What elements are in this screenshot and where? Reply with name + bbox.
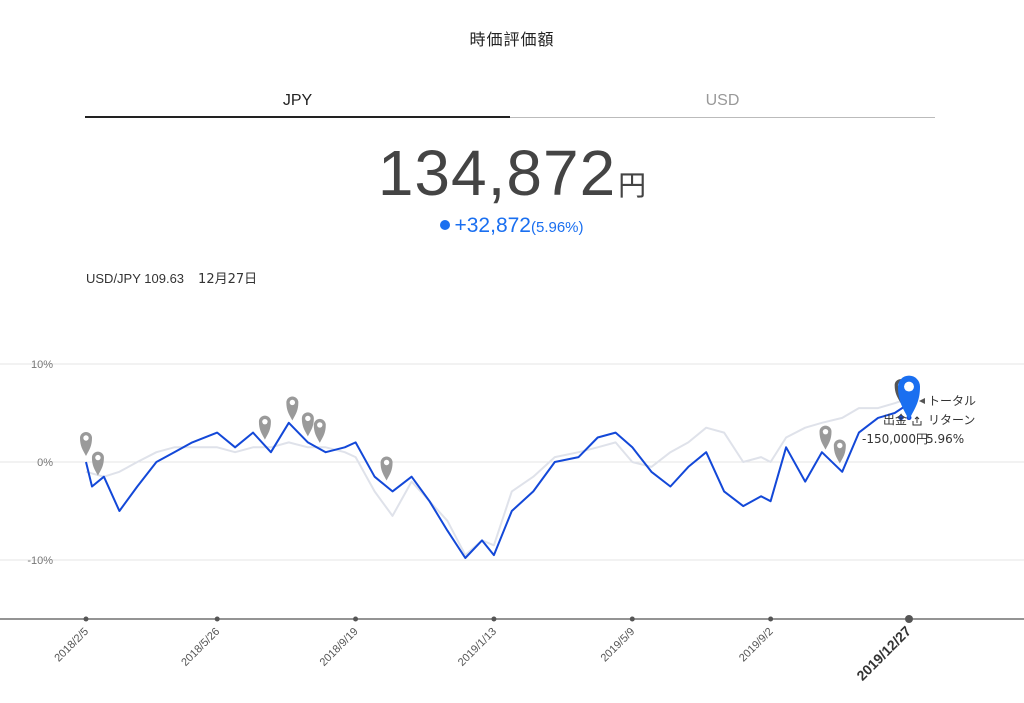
valuation-unit: 円 (618, 169, 647, 202)
total-return-label-1: トータル (928, 394, 976, 408)
x-tick-label: 2018/2/5 (52, 626, 91, 665)
event-marker-icon[interactable] (833, 439, 846, 464)
x-tick-label: 2019/1/13 (456, 626, 499, 669)
valuation-display: 134,872円 (0, 136, 1024, 210)
event-marker-icon[interactable] (380, 456, 393, 481)
change-percent: (5.96%) (530, 219, 584, 236)
pointer-triangle-icon (919, 398, 925, 404)
x-tick-dot (353, 616, 359, 622)
event-marker-icon[interactable] (819, 425, 832, 450)
x-tick-label: 2019/9/2 (737, 626, 776, 665)
page-title: 時価評価額 (469, 30, 555, 49)
fx-rate-date: 12月27日 (198, 272, 258, 287)
y-tick-label: 10% (31, 359, 53, 371)
x-tick-label: 2019/12/27 (853, 623, 914, 684)
x-tick-dot (491, 616, 497, 622)
tab-usd[interactable]: USD (510, 88, 935, 118)
fx-rate-value: USD/JPY 109.63 (86, 271, 185, 286)
x-tick-label: 2018/5/26 (179, 626, 222, 669)
event-marker-icon[interactable] (258, 415, 271, 440)
withdrawal-value: -150,000円 (862, 432, 928, 446)
chart-annotations: トータル 出金 リターン -150,000円 5.96% (862, 394, 976, 446)
benchmark-line (85, 397, 910, 557)
withdrawal-label: 出金 (883, 412, 907, 427)
total-return-label-2: リターン (928, 413, 975, 427)
x-tick-dot (905, 615, 913, 623)
chart-grid: 10% 0% -10% (0, 359, 1024, 567)
chart-x-axis: 2018/2/5 2018/5/26 2018/9/19 2019/1/13 2019/… (0, 615, 1024, 684)
x-tick-label: 2019/5/9 (599, 626, 638, 665)
change-amount: +32,872 (454, 214, 531, 237)
x-tick-label: 2018/9/19 (318, 626, 361, 669)
fx-rate: USD/JPY 109.63 12月27日 (86, 268, 271, 287)
x-tick-dot (83, 616, 89, 622)
event-marker-icon[interactable] (301, 412, 314, 437)
current-location-marker-icon[interactable] (898, 375, 920, 420)
tab-jpy[interactable]: JPY (85, 88, 510, 118)
valuation-change: +32,872(5.96%) (0, 214, 1024, 238)
portfolio-line (85, 402, 910, 559)
x-tick-dot (768, 616, 774, 622)
chart-event-markers (80, 375, 920, 481)
currency-tabs: JPY USD (85, 88, 935, 118)
event-marker-icon[interactable] (91, 451, 104, 476)
valuation-amount: 134,872 (377, 137, 617, 209)
event-marker-icon[interactable] (313, 418, 326, 443)
y-tick-label: 0% (37, 457, 53, 469)
y-tick-label: -10% (27, 555, 53, 567)
change-indicator-icon (440, 220, 451, 230)
total-return-value: 5.96% (926, 432, 964, 446)
x-tick-dot (214, 616, 220, 622)
x-tick-dot (629, 616, 635, 622)
event-marker-icon[interactable] (80, 432, 92, 456)
withdraw-icon (912, 416, 922, 426)
chart-series (85, 397, 910, 559)
current-point-dot (898, 415, 904, 421)
event-marker-icon[interactable] (286, 396, 299, 421)
